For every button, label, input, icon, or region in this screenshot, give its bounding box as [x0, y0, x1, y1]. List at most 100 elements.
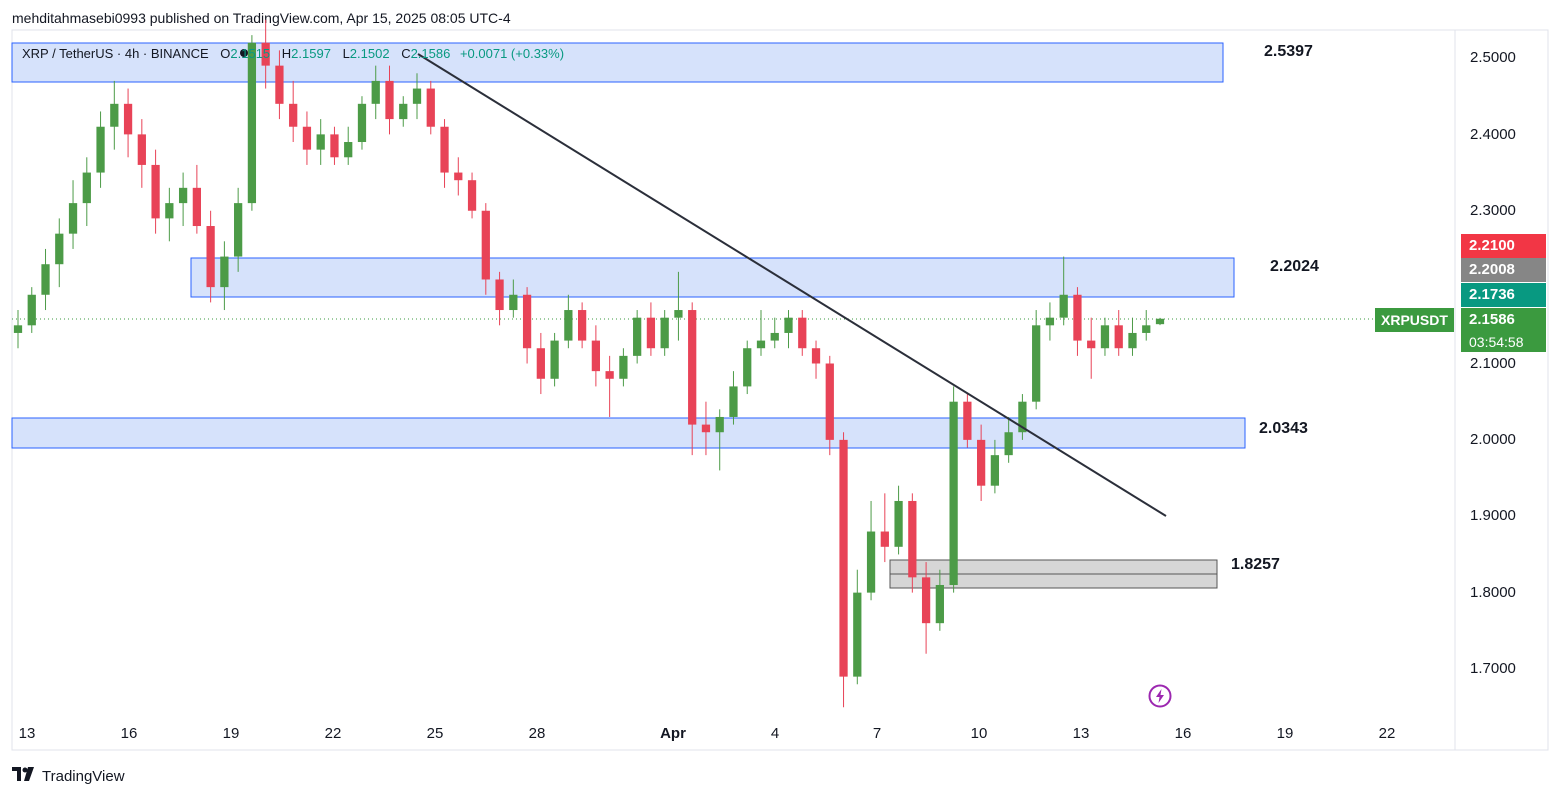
descending-trendline[interactable]: [417, 53, 1167, 517]
candle-down[interactable]: [522, 294, 532, 349]
time-tick: 4: [770, 725, 780, 742]
candle-down[interactable]: [1073, 294, 1082, 341]
candle-down[interactable]: [192, 187, 201, 227]
lightning-icon[interactable]: [1148, 684, 1172, 708]
candle-up[interactable]: [1004, 432, 1013, 456]
candle-up[interactable]: [853, 592, 862, 677]
candle-down[interactable]: [605, 371, 614, 379]
candle-up[interactable]: [220, 256, 229, 288]
candle-down[interactable]: [467, 180, 477, 211]
candle-up[interactable]: [357, 103, 367, 143]
candle-up[interactable]: [564, 310, 573, 341]
candle-up[interactable]: [96, 126, 105, 173]
candle-up[interactable]: [1100, 325, 1110, 349]
candle-up[interactable]: [344, 142, 353, 158]
candle-down[interactable]: [577, 310, 587, 341]
candle-down[interactable]: [688, 310, 697, 425]
candle-up[interactable]: [756, 340, 766, 349]
candle-up[interactable]: [27, 294, 36, 326]
candle-down[interactable]: [275, 65, 284, 104]
candle-down[interactable]: [798, 317, 807, 349]
candle-down[interactable]: [908, 500, 917, 578]
candle-down[interactable]: [137, 134, 146, 165]
resistance-zone-2-5397[interactable]: [11, 42, 1224, 83]
candle-down[interactable]: [151, 164, 160, 219]
candle-up[interactable]: [866, 531, 876, 593]
candle-down[interactable]: [963, 401, 972, 440]
candle-up[interactable]: [234, 203, 243, 257]
candle-down[interactable]: [385, 80, 394, 120]
price-tick: 2.4000: [1470, 126, 1516, 143]
candle-down[interactable]: [536, 348, 545, 379]
candle-up[interactable]: [41, 264, 50, 295]
candle-up[interactable]: [399, 103, 408, 120]
tradingview-branding[interactable]: TradingView: [12, 767, 125, 786]
candle-down[interactable]: [302, 126, 312, 150]
candle-up[interactable]: [55, 233, 64, 265]
candle-up[interactable]: [633, 317, 642, 356]
candle-down[interactable]: [289, 103, 298, 127]
candle-up[interactable]: [1155, 318, 1165, 325]
candle-down[interactable]: [825, 363, 834, 440]
candle-up[interactable]: [770, 332, 779, 341]
candle-up[interactable]: [1032, 325, 1041, 402]
candle-up[interactable]: [371, 80, 380, 104]
candle-up[interactable]: [949, 401, 958, 585]
symbol-price-label: XRPUSDT: [1375, 308, 1454, 332]
tradingview-logo-icon: [12, 767, 36, 786]
candle-down[interactable]: [123, 103, 133, 135]
candle-down[interactable]: [426, 88, 435, 127]
candle-down[interactable]: [839, 439, 848, 677]
candle-up[interactable]: [674, 310, 683, 318]
candle-up[interactable]: [68, 203, 78, 234]
bar-countdown: 03:54:58: [1461, 332, 1546, 352]
candle-up[interactable]: [935, 584, 944, 624]
candle-down[interactable]: [481, 210, 490, 280]
candle-down[interactable]: [977, 439, 986, 486]
candle-up[interactable]: [729, 386, 738, 417]
high-value: 2.1597: [291, 46, 331, 61]
candle-up[interactable]: [247, 42, 257, 204]
price-tag-high: 2.2100: [1461, 234, 1546, 258]
time-tick: 25: [426, 725, 444, 742]
candle-up[interactable]: [13, 325, 23, 333]
candle-down[interactable]: [1114, 325, 1123, 349]
candle-down[interactable]: [921, 577, 931, 624]
resistance-zone-2-2024[interactable]: [190, 257, 1235, 298]
candle-up[interactable]: [82, 172, 91, 204]
candle-down[interactable]: [495, 279, 504, 311]
candle-up[interactable]: [619, 355, 628, 379]
candle-up[interactable]: [412, 88, 422, 104]
candle-up[interactable]: [784, 317, 793, 333]
candle-down[interactable]: [261, 42, 270, 66]
candle-down[interactable]: [1087, 340, 1096, 349]
candle-up[interactable]: [165, 203, 174, 219]
candle-up[interactable]: [1059, 294, 1068, 318]
candle-up[interactable]: [1045, 317, 1055, 326]
candle-up[interactable]: [509, 294, 518, 311]
candle-up[interactable]: [550, 340, 559, 379]
candle-down[interactable]: [701, 424, 711, 433]
candle-down[interactable]: [880, 531, 889, 547]
candle-up[interactable]: [990, 455, 1000, 486]
candle-up[interactable]: [1018, 401, 1027, 433]
candle-up[interactable]: [1128, 332, 1137, 349]
candle-up[interactable]: [743, 348, 752, 387]
candle-down[interactable]: [454, 172, 463, 181]
candle-up[interactable]: [660, 317, 669, 349]
candle-up[interactable]: [316, 134, 325, 150]
candle-down[interactable]: [330, 134, 339, 158]
candle-up[interactable]: [894, 500, 903, 547]
candle-down[interactable]: [646, 317, 656, 349]
candle-up[interactable]: [1142, 325, 1151, 333]
support-zone-2-0343[interactable]: [11, 417, 1246, 449]
candle-down[interactable]: [440, 126, 449, 173]
candle-down[interactable]: [591, 340, 601, 372]
candle-up[interactable]: [110, 103, 119, 127]
candle-down[interactable]: [206, 226, 215, 288]
candle-down[interactable]: [811, 348, 821, 364]
candle-up[interactable]: [178, 187, 188, 204]
candle-up[interactable]: [715, 416, 724, 433]
price-tick: 2.1000: [1470, 355, 1516, 372]
